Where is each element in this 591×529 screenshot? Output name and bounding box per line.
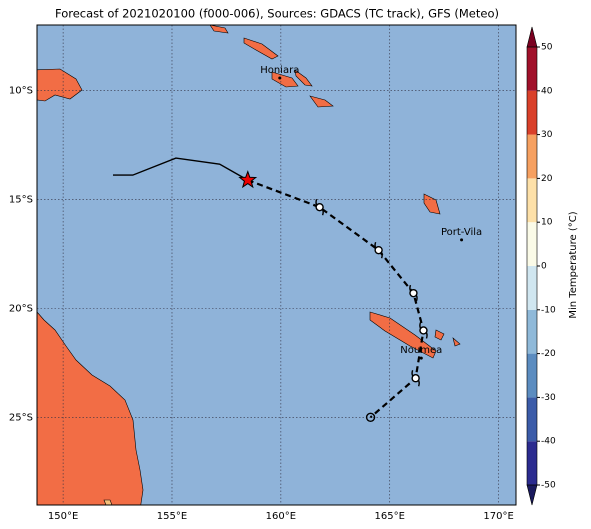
x-tick-label: 150°E [48,511,78,522]
colorbar-segment [527,353,537,398]
colorbar-segment [527,266,537,310]
colorbar-tick-label: -10 [541,305,556,315]
colorbar-over [526,26,538,48]
x-tick-label: 160°E [266,511,296,522]
y-tick-label: 10°S [9,85,33,96]
colorbar-segment [527,134,537,179]
colorbar-segment [527,47,537,91]
colorbar-under [526,484,538,506]
colorbar-tick-label: -20 [541,349,556,359]
colorbar-segment [527,309,537,354]
place-dot [278,76,282,80]
storm-center [411,374,420,383]
colorbar-tick-label: -50 [541,481,556,491]
colorbar-tick-label: 0 [541,262,547,272]
x-tick-label: 170°E [483,511,513,522]
colorbar-tick-label: 10 [541,218,553,228]
colorbar-segment [527,222,537,266]
track-past [112,157,249,181]
storm-center [409,288,418,298]
storm-center [374,245,383,255]
land [37,25,461,505]
y-tick-label: 20°S [9,304,33,315]
place-label: Noumea [400,345,442,356]
y-tick-label: 15°S [9,195,33,206]
colorbar-segment [527,397,537,442]
colorbar-tick-label: 50 [541,43,553,53]
colorbar-tick-label: 40 [541,86,553,96]
colorbar-tick-label: 20 [541,174,553,184]
map-frame [36,24,517,506]
title: Forecast of 2021020100 (f000-006), Sourc… [55,7,499,21]
y-tick-label: 25°S [9,413,33,424]
storm-center [419,326,428,335]
current-position [238,170,258,189]
storm-end [365,412,376,422]
colorbar-segment [527,178,537,223]
colorbar-tick-label: 30 [541,130,553,140]
colorbar-segment [527,90,537,135]
place-dot [460,238,464,242]
colorbar-tick-label: -40 [541,437,556,447]
x-tick-label: 165°E [375,511,405,522]
place-label: Honiara [260,65,299,76]
colorbar-segment [527,441,537,485]
colorbar-label: Min Temperature (°C) [568,211,579,318]
storm-center [315,202,324,212]
x-tick-label: 155°E [157,511,187,522]
place-label: Port-Vila [441,227,482,238]
colorbar-tick-label: -30 [541,393,556,403]
place-dot [419,356,423,360]
